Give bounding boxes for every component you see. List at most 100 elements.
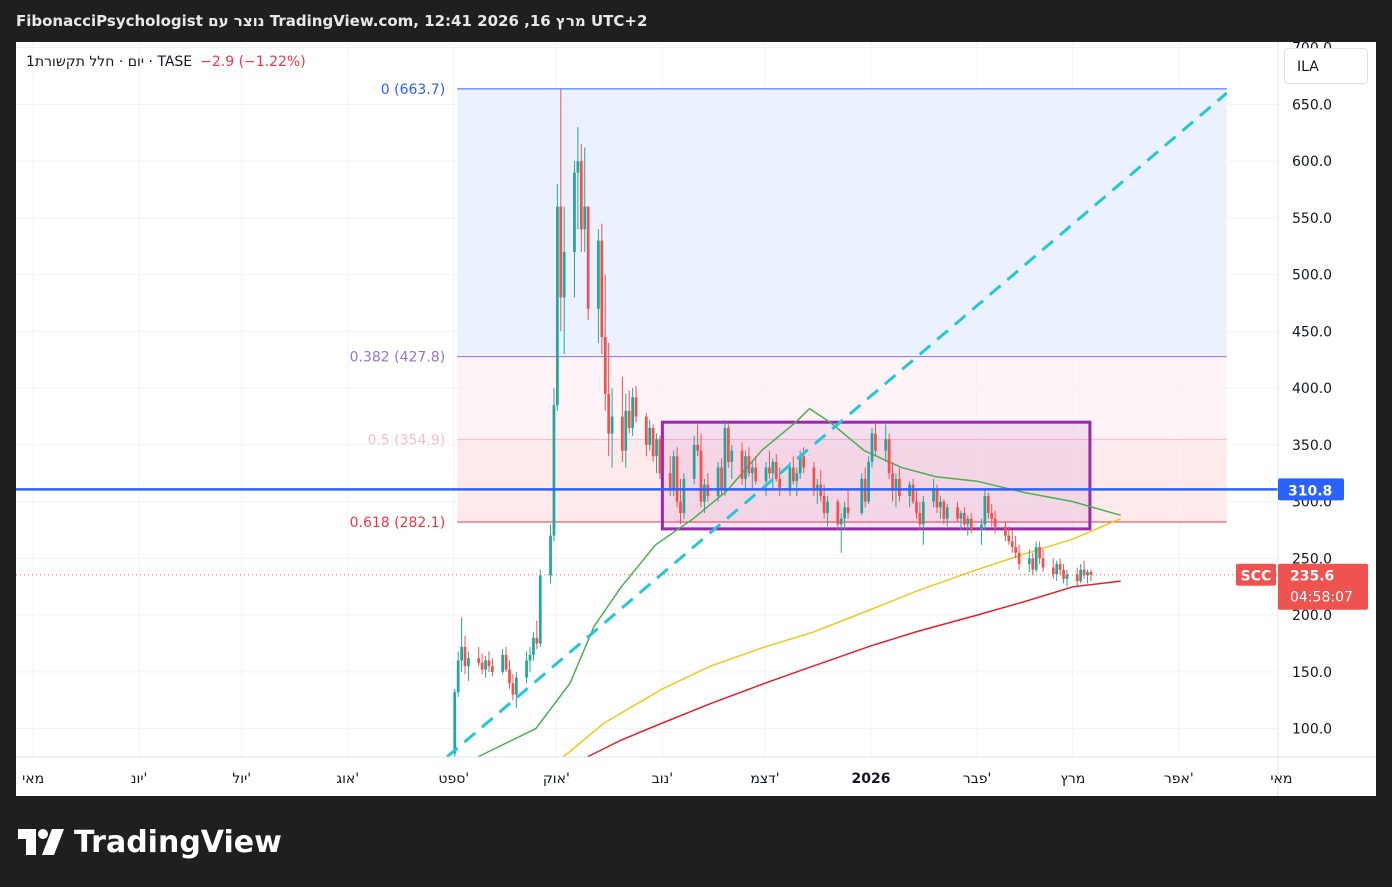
candle — [538, 569, 542, 647]
candle-body — [696, 444, 699, 451]
candle — [843, 501, 847, 531]
currency-button[interactable]: ILA — [1284, 48, 1368, 84]
candle-body — [846, 507, 850, 513]
candle — [874, 422, 877, 457]
candle — [959, 510, 963, 531]
candle-body — [778, 478, 782, 491]
candle — [675, 447, 679, 508]
candle-body — [672, 456, 676, 491]
candle — [583, 147, 587, 252]
candle — [634, 385, 638, 423]
candle-body — [460, 646, 463, 661]
moving-averages — [477, 407, 1121, 758]
candle-body — [456, 660, 460, 693]
candle — [597, 229, 600, 343]
candle — [453, 688, 457, 757]
candle — [562, 206, 566, 355]
candle-body — [504, 654, 508, 670]
candle-body — [1058, 564, 1062, 570]
price-chart[interactable]: 0 (663.7) 0.382 (427.8) 0.5 (354.9) 0.618 (… — [16, 42, 1376, 796]
candle-body — [559, 206, 563, 298]
candle — [1082, 560, 1086, 579]
time-tick-label: אפר' — [1164, 771, 1194, 787]
candle — [915, 490, 918, 519]
candle — [768, 450, 771, 479]
time-tick-label: מרץ — [1060, 771, 1085, 787]
candle-body — [648, 427, 652, 445]
candle-body — [795, 473, 799, 482]
price-tick-label: 600.0 — [1292, 154, 1332, 170]
candle-body — [980, 524, 983, 531]
candle — [679, 478, 682, 525]
candle — [514, 671, 518, 709]
candle-body — [915, 501, 918, 513]
candle-body — [945, 507, 949, 519]
candle — [747, 447, 751, 477]
candle — [740, 442, 744, 485]
candle — [867, 456, 870, 504]
candle — [791, 456, 795, 485]
candle — [939, 495, 942, 519]
candle — [504, 646, 508, 672]
candle-body — [918, 512, 922, 525]
candle-body — [791, 467, 795, 482]
candle-body — [720, 467, 723, 491]
level-price-tag — [1278, 478, 1344, 501]
time-tick-label: יונ' — [131, 771, 147, 787]
candle — [1086, 569, 1089, 584]
tradingview-logo-icon — [18, 829, 64, 855]
candle-body — [627, 410, 631, 428]
candle-body — [634, 397, 638, 417]
candle-body — [969, 518, 973, 531]
candle-body — [549, 535, 552, 576]
candle-body — [597, 240, 600, 309]
candle — [1079, 564, 1083, 584]
candle — [921, 495, 925, 545]
candle-body — [874, 433, 877, 451]
candle — [716, 461, 720, 502]
candle — [918, 501, 922, 531]
time-tick-label: 2026 — [852, 771, 891, 787]
candle-body — [538, 575, 542, 644]
price-tick-label: 150.0 — [1292, 665, 1332, 681]
candle — [552, 388, 556, 542]
candle — [573, 161, 576, 298]
candle-body — [740, 450, 744, 479]
time-tick-label: יול' — [232, 771, 251, 787]
price-tick-label: 650.0 — [1292, 97, 1332, 113]
candle — [771, 458, 775, 491]
candle-body — [467, 658, 470, 667]
candle-body — [699, 450, 703, 502]
candle-body — [1086, 572, 1089, 576]
candle-body — [1041, 558, 1045, 568]
time-tick-label: מאי — [22, 771, 44, 787]
candle — [620, 376, 624, 462]
candle-body — [716, 467, 720, 496]
candle-body — [723, 427, 727, 491]
candle — [535, 620, 539, 650]
candle-body — [1062, 569, 1065, 579]
candle-body — [579, 161, 583, 230]
candle-body — [1055, 564, 1059, 575]
candle — [1038, 541, 1041, 565]
chart-panel[interactable]: 0 (663.7) 0.382 (427.8) 0.5 (354.9) 0.618 (… — [16, 42, 1376, 796]
price-change: −2.9 (−1.22%) — [200, 54, 306, 70]
candle — [744, 450, 747, 491]
candle-body — [727, 427, 730, 462]
candle-body — [477, 658, 481, 663]
candle-body — [525, 660, 528, 678]
candle — [603, 274, 607, 411]
candle-body — [932, 490, 935, 502]
candle-body — [894, 478, 898, 491]
candle-body — [754, 467, 758, 482]
candle — [1014, 535, 1018, 559]
candle — [586, 206, 590, 321]
candle — [966, 515, 970, 536]
candle-body — [1017, 552, 1021, 565]
symbol-info: 1יום · חלל תקשורת · TASE — [26, 54, 193, 70]
candle — [1031, 552, 1035, 576]
candle — [730, 444, 734, 479]
price-tick-label: 550.0 — [1292, 211, 1332, 227]
candle-body — [610, 416, 614, 434]
candle-body — [839, 518, 843, 525]
